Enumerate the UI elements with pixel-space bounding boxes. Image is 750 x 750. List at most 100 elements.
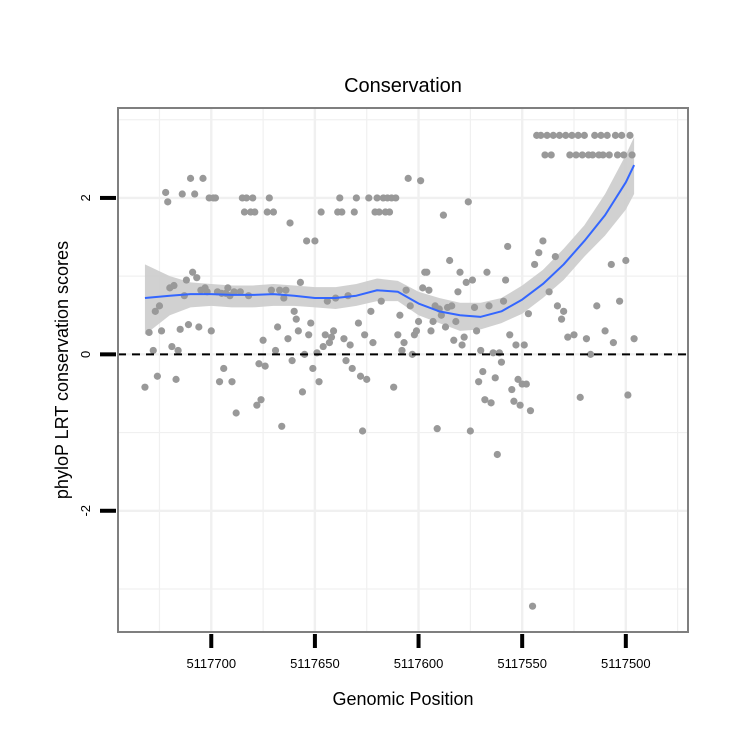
data-point <box>439 211 448 219</box>
data-point <box>616 297 624 305</box>
data-point <box>541 151 549 159</box>
data-point <box>564 333 572 341</box>
data-point <box>466 427 474 435</box>
data-point <box>553 302 562 310</box>
data-point <box>487 399 495 407</box>
data-point <box>526 407 535 415</box>
data-point <box>176 325 184 333</box>
data-point <box>497 358 506 366</box>
data-point <box>151 307 159 315</box>
data-point <box>512 341 520 349</box>
data-point <box>296 278 304 287</box>
data-point <box>215 378 224 386</box>
data-point <box>570 331 578 339</box>
data-point <box>398 346 406 355</box>
data-point <box>392 194 400 202</box>
data-point <box>506 331 514 339</box>
data-point <box>452 317 460 326</box>
data-point <box>510 397 518 405</box>
data-point <box>259 336 267 344</box>
data-point <box>373 194 381 202</box>
data-point <box>462 278 470 287</box>
data-point <box>162 188 170 197</box>
data-point <box>286 219 294 227</box>
data-point <box>157 327 166 335</box>
data-point <box>417 177 425 185</box>
data-point <box>446 256 454 265</box>
data-point <box>450 336 458 344</box>
data-point <box>562 131 570 139</box>
y-tick-label: 2 <box>78 194 93 201</box>
data-point <box>251 208 259 216</box>
data-point <box>477 346 485 355</box>
data-point <box>309 364 317 373</box>
data-point <box>228 378 236 386</box>
data-point <box>249 194 257 202</box>
data-point <box>580 131 588 139</box>
data-point <box>437 311 445 319</box>
data-point <box>572 151 580 159</box>
data-point <box>174 346 182 355</box>
smooth-fit-line <box>144 164 636 318</box>
data-point <box>514 375 522 383</box>
data-point <box>369 339 377 347</box>
data-point <box>278 422 286 430</box>
data-point <box>284 335 292 343</box>
data-point <box>485 302 493 310</box>
x-tick-label: 5117700 <box>186 656 236 671</box>
data-point <box>607 260 615 269</box>
chart-title: Conservation <box>344 75 462 97</box>
data-point <box>429 317 437 326</box>
data-point <box>460 333 468 341</box>
plot-panel-border <box>117 107 689 633</box>
data-point <box>499 297 508 305</box>
data-point <box>242 194 251 202</box>
data-point <box>547 151 555 159</box>
data-point <box>412 327 421 335</box>
data-point <box>224 284 232 292</box>
data-point <box>568 131 576 139</box>
data-point <box>290 307 298 315</box>
data-point <box>481 396 489 404</box>
data-point <box>311 237 319 245</box>
data-point <box>365 194 373 202</box>
data-point <box>354 319 363 327</box>
data-point <box>626 131 634 139</box>
data-point <box>195 323 203 331</box>
data-point <box>475 378 483 386</box>
data-points <box>141 131 638 610</box>
data-point <box>340 335 348 343</box>
data-point <box>348 364 356 373</box>
data-point <box>622 256 630 265</box>
data-point <box>520 341 528 349</box>
data-point <box>609 339 617 347</box>
data-point <box>394 331 402 339</box>
data-point <box>276 286 284 294</box>
data-point <box>338 208 346 216</box>
data-point <box>307 319 315 327</box>
data-point <box>211 194 220 202</box>
data-point <box>613 151 622 159</box>
data-point <box>611 131 620 139</box>
data-point <box>390 383 398 391</box>
data-point <box>419 284 427 292</box>
data-point <box>385 208 394 216</box>
data-point <box>454 288 462 296</box>
data-point <box>489 349 497 357</box>
data-point <box>537 131 545 139</box>
data-point <box>282 286 290 294</box>
data-point <box>593 302 601 310</box>
data-point <box>145 328 153 337</box>
data-point <box>524 310 533 318</box>
data-point <box>271 346 280 355</box>
data-point <box>361 331 369 339</box>
data-point <box>236 288 244 296</box>
data-point <box>441 323 450 331</box>
data-point <box>325 339 334 347</box>
data-point <box>178 190 186 198</box>
data-point <box>164 198 172 206</box>
data-point <box>470 303 479 312</box>
data-point <box>502 276 510 284</box>
y-tick-label: -2 <box>78 505 93 517</box>
